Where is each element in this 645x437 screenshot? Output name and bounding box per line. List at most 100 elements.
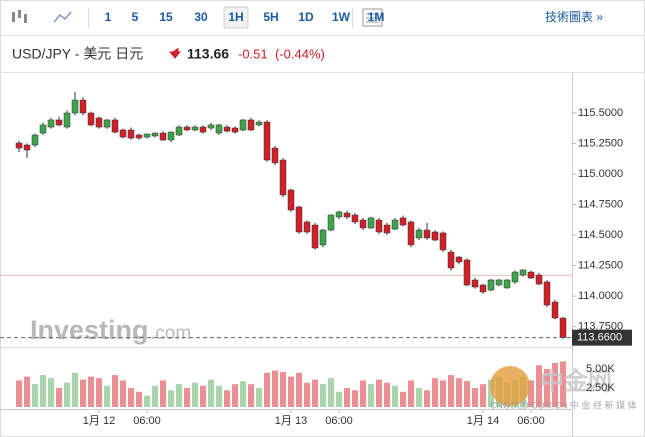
volume-bar bbox=[160, 380, 166, 407]
candle-body bbox=[223, 126, 231, 132]
volume-bar bbox=[144, 395, 150, 407]
candle-icon[interactable] bbox=[12, 10, 27, 23]
volume-bar bbox=[432, 378, 438, 407]
watermark: Investing .com 中金网 CNGOLD.COM.CN 中 金 经 新… bbox=[30, 315, 637, 410]
candle-body bbox=[79, 99, 87, 114]
candle-body bbox=[255, 121, 263, 126]
volume-bar bbox=[200, 385, 206, 407]
x-tick-label: 06:00 bbox=[517, 415, 545, 427]
candle-body bbox=[231, 127, 239, 133]
candle-body bbox=[23, 144, 31, 151]
interval-button[interactable]: 5 bbox=[132, 10, 139, 24]
interval-button[interactable]: 30 bbox=[194, 10, 208, 24]
candle-body bbox=[95, 117, 103, 128]
candle-body bbox=[343, 212, 351, 218]
last-price-label: 113.6600 bbox=[577, 332, 622, 344]
candle-body bbox=[199, 126, 207, 133]
candle-body bbox=[559, 317, 567, 338]
area-icon[interactable] bbox=[53, 11, 72, 23]
watermark-text: CNGOLD.COM.CN 中 金 经 新 媒 体 bbox=[490, 399, 637, 410]
candle-body bbox=[495, 279, 503, 286]
volume-bar bbox=[112, 375, 118, 407]
volume-bar bbox=[400, 391, 406, 407]
candle-body bbox=[359, 219, 367, 229]
candle-body bbox=[367, 217, 375, 229]
interval-button[interactable]: 1H bbox=[228, 10, 243, 24]
interval-button[interactable]: 15 bbox=[159, 10, 173, 24]
candle-body bbox=[175, 126, 183, 136]
watermark-text: 中金网 bbox=[540, 367, 612, 395]
volume-bar bbox=[368, 384, 374, 407]
volume-bar bbox=[320, 384, 326, 407]
volume-bar bbox=[304, 382, 310, 407]
candle-body bbox=[151, 132, 159, 137]
volume-bar bbox=[440, 380, 446, 407]
y-tick-label: 113.7500 bbox=[578, 321, 623, 333]
y-tick-label: 114.7500 bbox=[578, 198, 623, 210]
volume-tick-label: 2.50K bbox=[586, 382, 615, 394]
candle-body bbox=[263, 121, 271, 161]
volume-bar bbox=[168, 390, 174, 407]
volume-bar bbox=[552, 362, 558, 407]
interval-button[interactable]: 1 bbox=[105, 10, 112, 24]
interval-selected bbox=[223, 6, 249, 29]
candle-body bbox=[407, 221, 415, 246]
down-arrow bbox=[168, 48, 182, 59]
candle-body bbox=[327, 214, 335, 231]
interval-button[interactable]: 1W bbox=[332, 10, 351, 24]
volume-bar bbox=[384, 382, 390, 407]
volume-bar bbox=[232, 384, 238, 407]
y-tick-label: 114.0000 bbox=[578, 290, 623, 302]
y-tick-label: 115.2500 bbox=[578, 137, 623, 149]
candle-body bbox=[351, 214, 359, 223]
x-tick-label: 06:00 bbox=[325, 415, 353, 427]
volume-bar bbox=[424, 390, 430, 407]
candle-body bbox=[455, 256, 463, 263]
volume-bar bbox=[104, 385, 110, 407]
volume-bar bbox=[352, 390, 358, 407]
y-tick-label: 115.0000 bbox=[578, 168, 623, 180]
candle-body bbox=[431, 231, 439, 241]
candle-body bbox=[31, 134, 39, 146]
candle-body bbox=[183, 126, 191, 131]
candle-body bbox=[271, 147, 279, 164]
volume-bar bbox=[272, 370, 278, 407]
volume-bar bbox=[264, 372, 270, 407]
volume-bar bbox=[480, 384, 486, 407]
volume-bar bbox=[288, 376, 294, 407]
candle-body bbox=[383, 224, 391, 234]
volume-bar bbox=[360, 380, 366, 407]
volume-bar bbox=[120, 380, 126, 407]
candle-body bbox=[471, 279, 479, 288]
volume-bar bbox=[560, 361, 566, 407]
candle-body bbox=[135, 134, 143, 139]
candle-body bbox=[15, 142, 23, 149]
chart-link[interactable]: 技術圖表 » bbox=[545, 10, 603, 24]
candle-body bbox=[463, 259, 471, 286]
interval-button[interactable]: 1M bbox=[368, 10, 385, 24]
volume-bar bbox=[16, 380, 22, 407]
logo-circle bbox=[490, 366, 530, 406]
interval-button[interactable]: 5H bbox=[263, 10, 278, 24]
volume-bar bbox=[192, 382, 198, 407]
watermark-text: .com bbox=[150, 323, 191, 344]
candle-body bbox=[287, 189, 295, 211]
volume-bar bbox=[136, 391, 142, 407]
candle-body bbox=[207, 124, 215, 129]
settings-icon[interactable] bbox=[362, 8, 383, 27]
candle-body bbox=[39, 124, 47, 134]
volume-bar bbox=[296, 372, 302, 407]
candle-body bbox=[399, 217, 407, 226]
volume-bar bbox=[344, 388, 350, 407]
change-percent: (-0.44%) bbox=[275, 46, 325, 61]
x-tick-label: 1月 14 bbox=[467, 415, 499, 427]
interval-button[interactable]: 1D bbox=[298, 10, 314, 24]
candle-body bbox=[159, 132, 167, 141]
candle-body bbox=[479, 284, 487, 293]
volume-bar bbox=[32, 384, 38, 407]
volume-bar bbox=[544, 369, 550, 407]
volume-tick-label: 5.00K bbox=[586, 363, 615, 375]
volume-bar bbox=[80, 379, 86, 407]
